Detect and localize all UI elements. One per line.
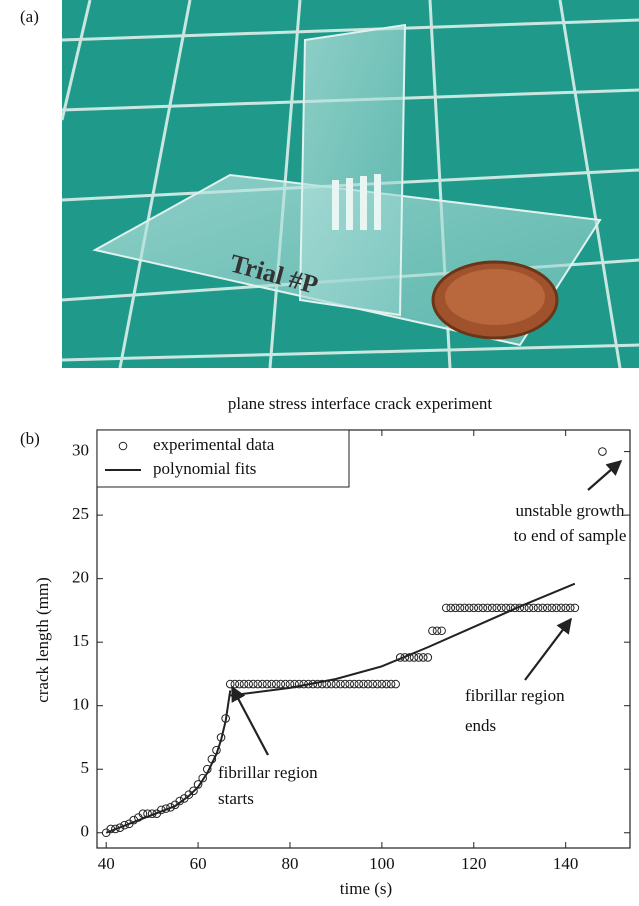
annotation: fibrillar region [465,686,565,705]
data-point [225,679,235,689]
data-point [189,786,198,796]
x-tick-label: 100 [369,854,395,873]
data-point [464,603,474,613]
data-point [331,679,341,689]
data-point [340,679,350,689]
data-point [533,603,543,613]
data-point [377,679,387,689]
data-point [497,603,506,613]
x-axis-label: time (s) [340,879,392,898]
data-point [414,653,423,662]
chart-title: plane stress interface crack experiment [228,394,493,413]
data-point [437,626,446,636]
data-point [492,603,502,613]
data-point [294,679,304,689]
annotation: starts [218,789,254,808]
data-point [529,603,538,613]
data-point [359,679,368,689]
fit-line [105,582,576,834]
annotation: to end of sample [514,526,627,545]
legend-box [96,429,350,488]
panel-label: (b) [20,429,40,448]
data-point [547,603,557,613]
data-point [271,679,281,689]
data-point [483,603,492,613]
data-point [244,679,253,689]
legend-marker [118,441,128,451]
data-point [451,603,460,613]
legend-label: polynomial fits [153,459,256,478]
data-point [460,603,469,613]
data-point [418,653,428,662]
data-point [386,679,396,689]
data-point [391,679,400,689]
y-tick-label: 15 [72,631,89,650]
data-point [262,679,272,689]
data-point [317,679,327,689]
data-point [432,626,442,636]
data-point [248,679,258,689]
data-point [350,679,359,689]
data-point [111,824,120,834]
panel-label: (a) [20,7,39,26]
y-axis-label: crack length (mm) [33,577,52,703]
annotation-arrow [231,685,269,756]
data-point [354,679,364,689]
x-tick-label: 140 [553,854,579,873]
annotation: fibrillar region [218,763,318,782]
data-point [230,679,240,689]
data-point [538,603,547,613]
data-point [115,823,125,832]
y-tick-label: 0 [81,822,90,841]
plot-frame [96,429,631,849]
data-point [446,603,456,613]
y-tick-label: 25 [72,504,89,523]
data-point [235,679,244,689]
data-point [469,603,479,613]
data-point [561,603,570,613]
data-point [336,679,345,689]
y-tick-label: 30 [72,441,89,460]
x-tick-label: 120 [461,854,487,873]
data-point [276,679,286,689]
data-point [478,603,488,613]
data-point [542,603,552,613]
x-tick-label: 40 [98,854,115,873]
data-point [428,626,437,636]
data-point [570,603,580,613]
data-point [382,679,391,689]
annotation: ends [465,716,496,735]
data-point [565,603,575,613]
y-tick-label: 5 [81,758,90,777]
data-point [552,603,561,613]
data-point [524,603,534,613]
annotation: unstable growth [515,501,625,520]
x-tick-label: 60 [190,854,207,873]
data-point [281,679,290,689]
data-point [345,679,355,689]
data-point [198,773,207,783]
y-tick-label: 20 [72,568,89,587]
x-tick-label: 80 [281,854,298,873]
y-tick-label: 10 [72,695,89,714]
data-point [258,679,267,689]
data-point [368,679,377,689]
data-point [556,603,566,613]
photo: Trial #P [60,0,639,369]
data-point [474,603,483,613]
data-point [455,603,465,613]
data-point [363,679,373,689]
data-point [372,679,382,689]
data-point [441,603,451,613]
data-point [598,447,607,456]
annotation-arrow [587,459,623,491]
legend-label: experimental data [153,435,275,454]
data-point [253,679,263,689]
data-point [487,603,497,613]
annotation-arrow [524,617,572,681]
data-point [423,653,433,662]
data-point [267,679,276,689]
data-point [239,679,249,689]
